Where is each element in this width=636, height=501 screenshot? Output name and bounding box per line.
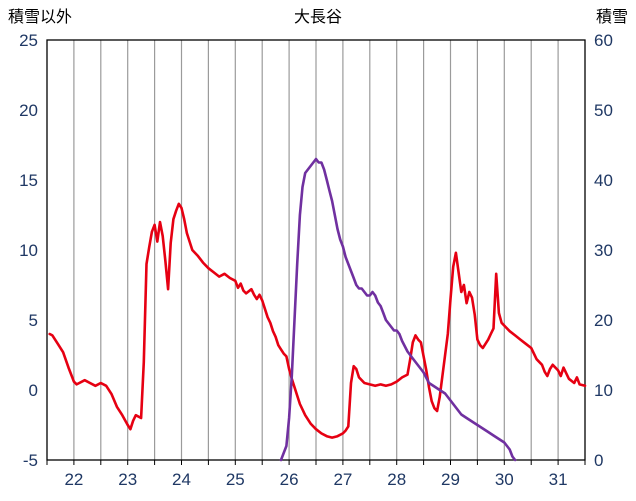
right-axis-tick-label: 30 (594, 241, 613, 260)
right-axis-tick-label: 60 (594, 31, 613, 50)
x-axis-tick-label: 24 (172, 470, 191, 489)
temperature-line (48, 202, 587, 439)
right-axis-tick-label: 20 (594, 311, 613, 330)
x-axis-tick-label: 29 (441, 470, 460, 489)
x-axis-tick-label: 25 (226, 470, 245, 489)
right-axis-tick-label: 40 (594, 171, 613, 190)
snow-depth-line (279, 157, 517, 462)
x-axis-tick-label: 23 (118, 470, 137, 489)
x-axis-tick-label: 28 (387, 470, 406, 489)
left-axis-tick-label: 0 (29, 381, 38, 400)
right-axis-title: 積雪 (595, 9, 628, 26)
right-axis-tick-label: 0 (594, 451, 603, 470)
left-axis-tick-label: 10 (19, 241, 38, 260)
right-axis-tick-label: 10 (594, 381, 613, 400)
x-axis-tick-label: 30 (495, 470, 514, 489)
left-axis-tick-label: 5 (29, 311, 38, 330)
x-axis-tick-label: 27 (333, 470, 352, 489)
left-axis-tick-label: 15 (19, 171, 38, 190)
left-axis-tick-label: -5 (23, 451, 38, 470)
left-axis-title: 積雪以外 (8, 9, 73, 26)
x-axis-tick-label: 26 (280, 470, 299, 489)
right-axis-tick-label: 50 (594, 101, 613, 120)
left-axis-tick-label: 20 (19, 101, 38, 120)
left-axis-tick-label: 25 (19, 31, 38, 50)
chart-title: 大長谷 (293, 9, 342, 26)
x-axis-tick-label: 31 (549, 470, 568, 489)
x-axis-tick-label: 22 (64, 470, 83, 489)
plot-border (46, 39, 586, 461)
